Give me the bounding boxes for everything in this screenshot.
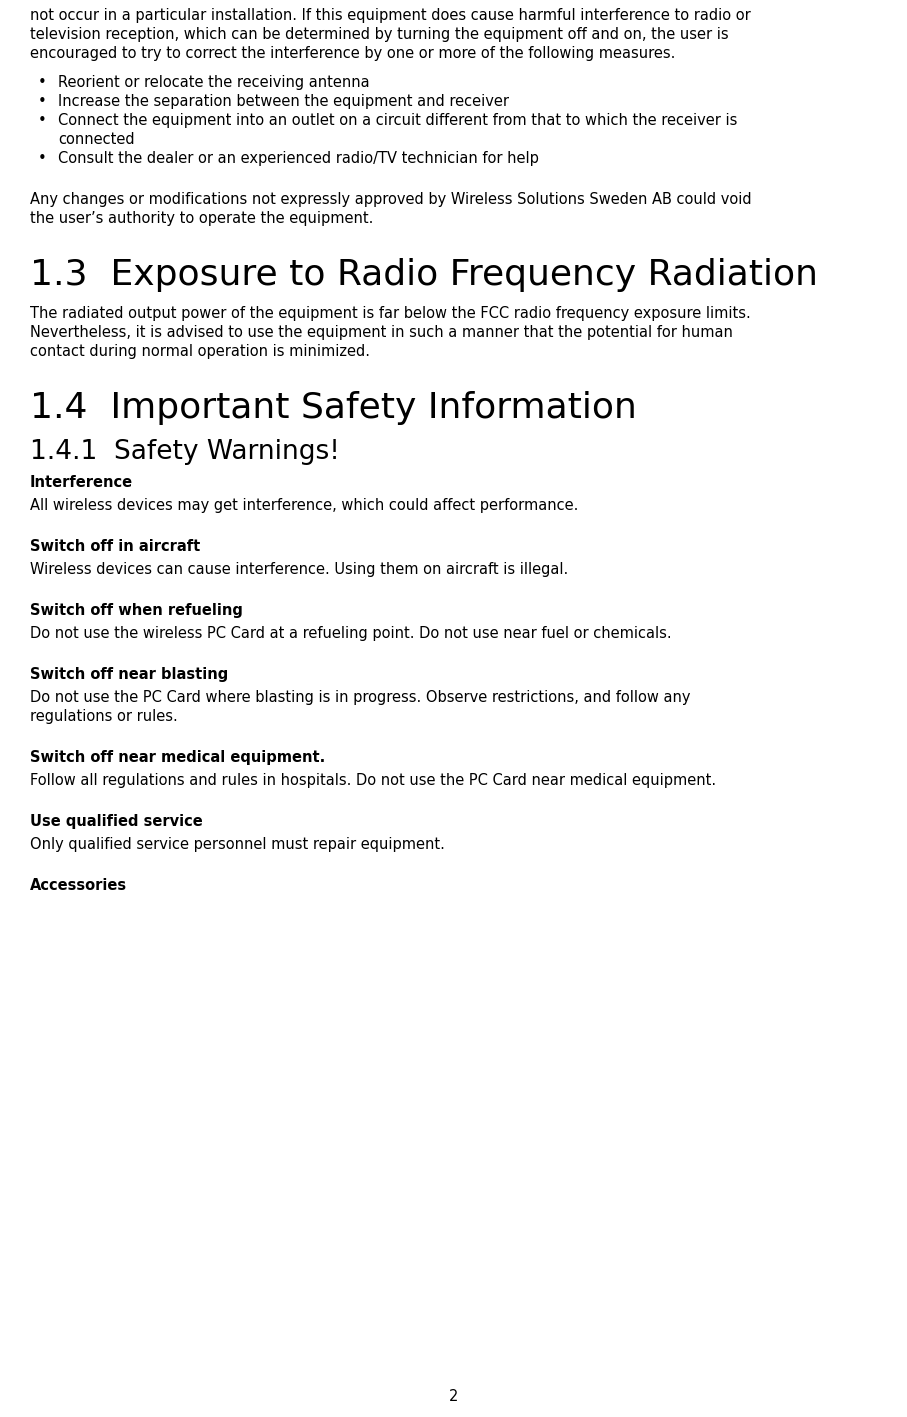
Text: Switch off near medical equipment.: Switch off near medical equipment.	[30, 750, 326, 765]
Text: •: •	[38, 75, 47, 91]
Text: Only qualified service personnel must repair equipment.: Only qualified service personnel must re…	[30, 837, 444, 852]
Text: not occur in a particular installation. If this equipment does cause harmful int: not occur in a particular installation. …	[30, 9, 751, 23]
Text: 1.3  Exposure to Radio Frequency Radiation: 1.3 Exposure to Radio Frequency Radiatio…	[30, 258, 818, 292]
Text: regulations or rules.: regulations or rules.	[30, 708, 178, 724]
Text: Any changes or modifications not expressly approved by Wireless Solutions Sweden: Any changes or modifications not express…	[30, 191, 752, 207]
Text: Do not use the wireless PC Card at a refueling point. Do not use near fuel or ch: Do not use the wireless PC Card at a ref…	[30, 626, 671, 640]
Text: Reorient or relocate the receiving antenna: Reorient or relocate the receiving anten…	[58, 75, 370, 91]
Text: Interference: Interference	[30, 475, 133, 490]
Text: Connect the equipment into an outlet on a circuit different from that to which t: Connect the equipment into an outlet on …	[58, 113, 737, 128]
Text: Wireless devices can cause interference. Using them on aircraft is illegal.: Wireless devices can cause interference.…	[30, 563, 569, 577]
Text: •: •	[38, 113, 47, 128]
Text: •: •	[38, 152, 47, 166]
Text: The radiated output power of the equipment is far below the FCC radio frequency : The radiated output power of the equipme…	[30, 306, 751, 322]
Text: Nevertheless, it is advised to use the equipment in such a manner that the poten: Nevertheless, it is advised to use the e…	[30, 324, 733, 340]
Text: 1.4.1  Safety Warnings!: 1.4.1 Safety Warnings!	[30, 439, 340, 465]
Text: Follow all regulations and rules in hospitals. Do not use the PC Card near medic: Follow all regulations and rules in hosp…	[30, 774, 717, 788]
Text: encouraged to try to correct the interference by one or more of the following me: encouraged to try to correct the interfe…	[30, 45, 676, 61]
Text: Increase the separation between the equipment and receiver: Increase the separation between the equi…	[58, 94, 509, 109]
Text: the user’s authority to operate the equipment.: the user’s authority to operate the equi…	[30, 211, 374, 225]
Text: Switch off in aircraft: Switch off in aircraft	[30, 538, 200, 554]
Text: All wireless devices may get interference, which could affect performance.: All wireless devices may get interferenc…	[30, 497, 579, 513]
Text: Consult the dealer or an experienced radio/TV technician for help: Consult the dealer or an experienced rad…	[58, 152, 539, 166]
Text: •: •	[38, 94, 47, 109]
Text: connected: connected	[58, 132, 134, 147]
Text: 1.4  Important Safety Information: 1.4 Important Safety Information	[30, 391, 637, 425]
Text: television reception, which can be determined by turning the equipment off and o: television reception, which can be deter…	[30, 27, 728, 43]
Text: Use qualified service: Use qualified service	[30, 813, 203, 829]
Text: Accessories: Accessories	[30, 879, 127, 893]
Text: 2: 2	[449, 1389, 458, 1404]
Text: contact during normal operation is minimized.: contact during normal operation is minim…	[30, 344, 370, 359]
Text: Switch off near blasting: Switch off near blasting	[30, 667, 229, 682]
Text: Switch off when refueling: Switch off when refueling	[30, 604, 243, 618]
Text: Do not use the PC Card where blasting is in progress. Observe restrictions, and : Do not use the PC Card where blasting is…	[30, 690, 690, 706]
